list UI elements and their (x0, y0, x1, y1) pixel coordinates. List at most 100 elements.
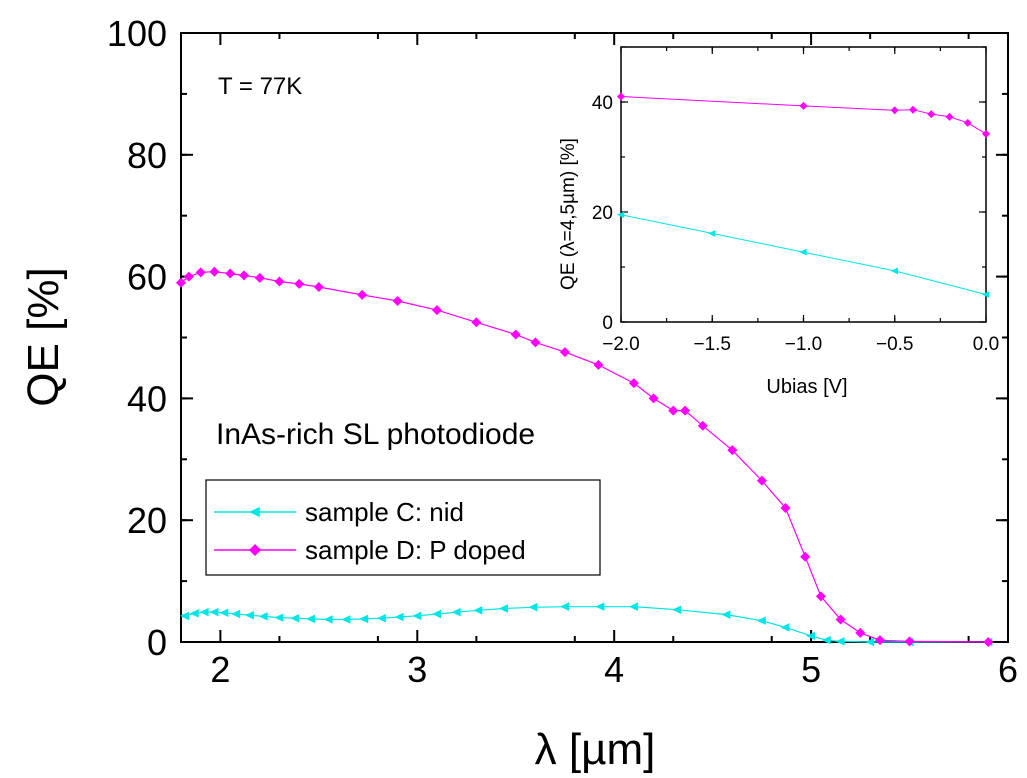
series-0 (617, 211, 990, 298)
data-point (341, 615, 351, 624)
data-point (254, 272, 265, 283)
data-point (756, 616, 766, 625)
legend-entry-sample-c (214, 506, 296, 518)
data-point (258, 612, 268, 621)
data-point (648, 393, 659, 404)
x-tick-label: 5 (801, 649, 821, 690)
data-point (835, 637, 845, 646)
data-point (313, 281, 324, 292)
data-point (617, 92, 625, 101)
data-point (274, 613, 284, 622)
data-point (473, 606, 483, 615)
data-point (209, 607, 219, 617)
y-tick-label: 0 (147, 622, 167, 663)
y-tick-label: 40 (592, 93, 613, 114)
x-tick-label: −1.5 (693, 334, 731, 355)
data-point (219, 608, 229, 618)
device-annotation: InAs-rich SL photodiode (216, 418, 535, 451)
data-point (244, 610, 254, 620)
data-point (559, 347, 570, 358)
data-point (982, 129, 990, 138)
y-tick-label: 40 (127, 378, 167, 419)
inset-series (617, 92, 990, 298)
data-point (945, 112, 954, 121)
data-point (559, 602, 569, 611)
data-point (800, 551, 811, 562)
data-point (982, 291, 990, 298)
legend-marker (249, 506, 260, 518)
data-point (835, 614, 846, 625)
data-point (530, 337, 541, 348)
y-tick-label: 80 (127, 135, 167, 176)
data-point (672, 605, 682, 614)
data-point (927, 110, 936, 119)
data-point (815, 591, 826, 602)
legend: sample C: nid sample D: P doped (205, 479, 601, 576)
main-y-axis-label: QE [%] (19, 267, 68, 406)
inset-y-axis-label: QE (λ=4,5µm) [%] (558, 138, 579, 290)
series-line (620, 96, 987, 135)
y-tick-label: 100 (107, 13, 167, 54)
data-point (821, 635, 831, 645)
legend-box (205, 479, 601, 576)
data-point (290, 613, 300, 623)
temperature-annotation: T = 77K (218, 73, 302, 100)
data-point (392, 295, 403, 306)
data-point (593, 359, 604, 370)
y-tick-label: 20 (127, 500, 167, 541)
data-point (727, 445, 738, 456)
data-point (357, 289, 368, 300)
data-point (890, 106, 899, 115)
data-point (909, 105, 917, 114)
data-point (697, 420, 708, 431)
data-point (189, 609, 199, 618)
data-point (471, 317, 482, 328)
data-point (431, 305, 442, 316)
data-point (708, 230, 716, 237)
data-point (855, 627, 866, 638)
x-tick-label: 2 (210, 649, 230, 690)
x-tick-label: 0.0 (973, 334, 999, 355)
main-series (176, 266, 994, 647)
data-point (904, 636, 915, 647)
data-point (394, 612, 404, 622)
data-point (498, 604, 508, 613)
data-point (890, 267, 898, 275)
x-tick-label: 3 (407, 649, 427, 690)
x-tick-label: 6 (998, 649, 1018, 690)
data-point (780, 623, 790, 632)
data-point (510, 329, 521, 340)
inset-plot-background (621, 47, 986, 322)
data-point (875, 635, 886, 646)
data-point (617, 211, 625, 219)
data-point (179, 611, 189, 621)
data-point (628, 602, 638, 611)
data-point (595, 602, 605, 611)
data-point (225, 268, 236, 279)
series-line (184, 606, 989, 643)
data-point (806, 631, 816, 641)
data-point (668, 405, 679, 416)
y-tick-label: 60 (127, 257, 167, 298)
data-point (628, 378, 639, 389)
data-point (176, 277, 186, 288)
data-point (195, 267, 206, 278)
data-point (294, 278, 305, 289)
data-point (865, 637, 875, 647)
y-tick-label: 20 (592, 203, 613, 224)
x-tick-label: −1.0 (785, 334, 823, 355)
data-point (231, 609, 241, 619)
data-point (199, 607, 209, 617)
data-point (680, 405, 691, 416)
data-point (359, 614, 369, 624)
legend-label-sample-d: sample D: P doped (305, 535, 526, 565)
data-point (799, 101, 808, 110)
data-point (721, 610, 731, 619)
data-point (183, 271, 194, 282)
data-point (983, 637, 994, 647)
data-point (209, 266, 220, 277)
data-point (799, 248, 807, 256)
series-1 (176, 266, 994, 647)
